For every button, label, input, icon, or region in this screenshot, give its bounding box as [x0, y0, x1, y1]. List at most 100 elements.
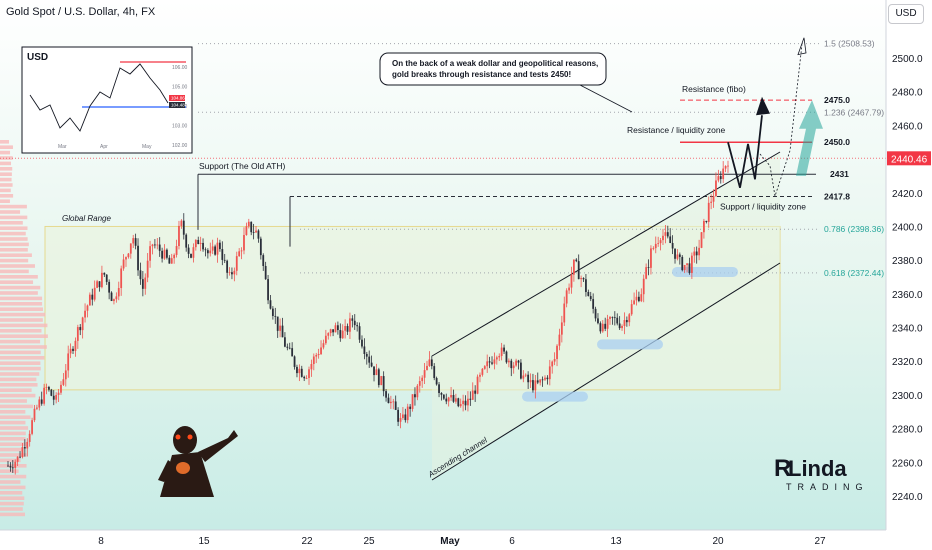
candle-body: [433, 366, 436, 379]
volume-profile-bar: [0, 145, 13, 149]
level-2475-label: 2475.0: [824, 95, 850, 105]
candle-body: [585, 279, 587, 292]
candle-body: [409, 406, 412, 409]
candle-body: [115, 296, 118, 300]
candle-body: [442, 394, 445, 399]
candle-body: [21, 447, 24, 457]
volume-profile-bar: [0, 172, 12, 176]
volume-profile-bar: [0, 248, 28, 252]
volume-profile-bar: [0, 188, 11, 193]
candle-body: [211, 246, 214, 251]
candle-body: [616, 317, 619, 324]
candle-body: [91, 294, 94, 300]
resistance-zone-label: Resistance / liquidity zone: [627, 125, 726, 135]
candle-body: [601, 323, 604, 332]
volume-profile-bar: [0, 415, 31, 419]
volume-profile-bar: [0, 512, 26, 517]
candle-body: [245, 226, 248, 236]
candle-body: [62, 379, 65, 385]
candle-body: [510, 360, 513, 369]
price-axis-panel: [886, 0, 932, 550]
candle-body: [548, 366, 551, 380]
candle-body: [493, 359, 496, 364]
candle-body: [498, 355, 501, 358]
candle-body: [180, 220, 183, 226]
candle-body: [652, 248, 655, 249]
candle-body: [129, 243, 132, 254]
candle-body: [563, 303, 566, 323]
volume-profile-bar: [0, 447, 24, 452]
candle-body: [110, 292, 113, 302]
candle-body: [33, 408, 36, 421]
candle-body: [267, 279, 269, 301]
volume-profile-bar: [0, 140, 10, 144]
candle-body: [435, 378, 438, 385]
candle-body: [84, 310, 86, 318]
candle-body: [394, 401, 397, 410]
candle-body: [467, 398, 469, 406]
bullish-arrow: [796, 100, 823, 176]
candle-body: [647, 267, 650, 268]
candle-body: [223, 259, 226, 261]
candle-body: [74, 340, 77, 351]
last-price-label: 2440.46: [891, 154, 928, 165]
candle-body: [103, 272, 106, 275]
price-tick-label: 2320.0: [892, 357, 923, 368]
candle-body: [522, 375, 525, 379]
callout-pointer: [579, 84, 633, 113]
date-tick-label: 20: [712, 536, 724, 547]
inset-frame: [21, 46, 193, 154]
candle-body: [243, 235, 245, 251]
volume-profile-bar: [0, 237, 28, 241]
candle-body: [645, 267, 648, 279]
candle-body: [450, 395, 452, 398]
candle-body: [421, 377, 424, 382]
candle-body: [255, 230, 257, 233]
candle-body: [703, 220, 705, 233]
resistance-fibo-label: Resistance (fibo): [682, 84, 746, 94]
candle-body: [635, 296, 638, 301]
candle-body: [281, 325, 284, 338]
volume-profile-bar: [0, 480, 21, 484]
candle-body: [454, 398, 457, 402]
currency-button[interactable]: USD: [888, 4, 924, 24]
candle-body: [141, 279, 144, 289]
candle-body: [503, 347, 505, 352]
candle-body: [483, 366, 486, 369]
candle-body: [271, 308, 274, 316]
candle-body: [690, 255, 693, 273]
candle-body: [638, 296, 640, 302]
candle-body: [418, 381, 421, 386]
candle-body: [512, 365, 515, 369]
candle-body: [361, 339, 363, 347]
volume-profile-bar: [0, 302, 43, 306]
candle-body: [710, 201, 713, 203]
liquidity-zone-oval: [522, 391, 588, 402]
volume-profile-bar: [0, 167, 13, 171]
volume-profile-bar: [0, 404, 34, 409]
candle-body: [536, 380, 539, 383]
volume-profile-bar: [0, 312, 46, 317]
candle-body: [426, 365, 428, 371]
volume-profile-bar: [0, 388, 32, 392]
inset-date-label: Mar: [58, 144, 67, 150]
candle-body: [286, 346, 289, 348]
character-eye-right: [187, 434, 193, 440]
candle-body: [122, 259, 125, 269]
candle-body: [430, 359, 433, 367]
candle-body: [96, 281, 98, 288]
candle-body: [43, 387, 46, 404]
candle-body: [411, 394, 414, 409]
volume-profile-bar: [0, 307, 44, 311]
candle-body: [476, 376, 479, 394]
candle-body: [336, 325, 339, 331]
candle-body: [524, 374, 527, 376]
candle-body: [153, 244, 156, 246]
candle-body: [686, 263, 688, 266]
price-tick-label: 2400.0: [892, 222, 923, 233]
candle-body: [315, 355, 318, 357]
price-tick-label: 2360.0: [892, 290, 923, 301]
candle-body: [264, 265, 267, 280]
